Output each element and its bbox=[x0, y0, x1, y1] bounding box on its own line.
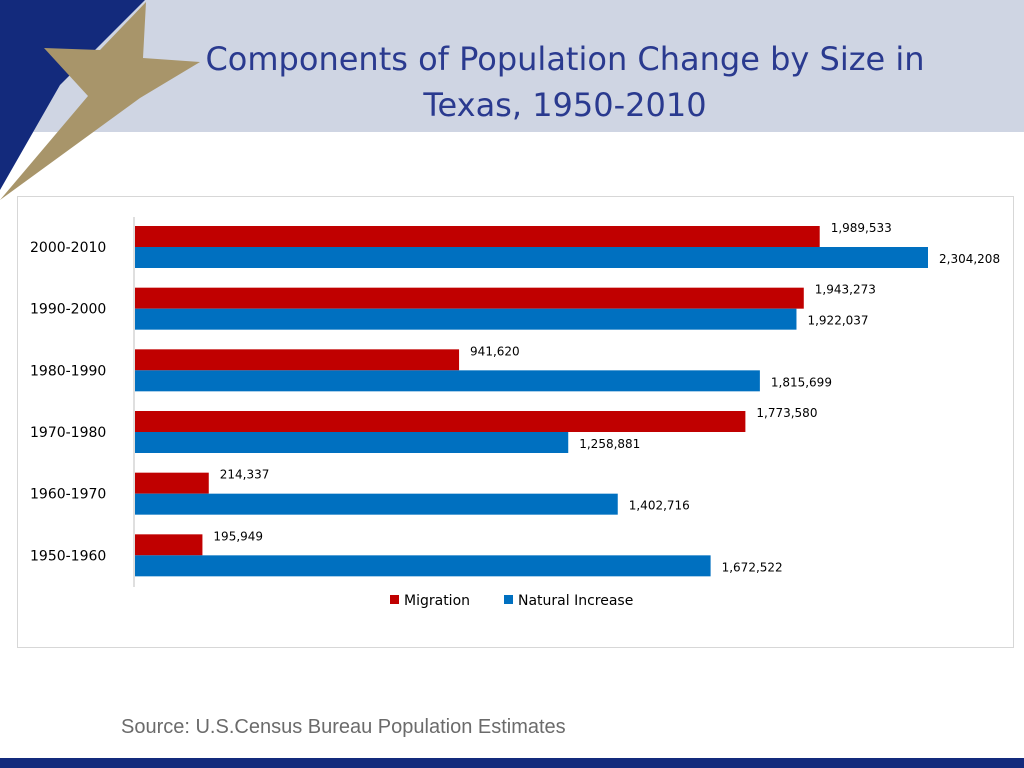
category-label: 1970-1980 bbox=[30, 425, 106, 441]
migration-bar bbox=[135, 411, 746, 432]
migration-bar bbox=[135, 472, 209, 494]
legend-migration-swatch bbox=[390, 595, 399, 604]
migration-value-label: 941,620 bbox=[470, 344, 520, 358]
natural-increase-bar bbox=[135, 308, 797, 330]
natural-increase-value-label: 1,922,037 bbox=[807, 314, 868, 328]
migration-bar bbox=[135, 287, 804, 309]
natural-increase-bar bbox=[135, 493, 618, 515]
chart-frame: 2000-2010 1990-2000 1980-1990 1970-1980 1960… bbox=[17, 196, 1014, 648]
category-label: 1960-1970 bbox=[30, 487, 106, 503]
migration-bar bbox=[135, 226, 820, 247]
migration-value-label: 1,943,273 bbox=[815, 283, 876, 297]
natural-increase-bar bbox=[135, 370, 760, 392]
legend-natural-increase-swatch bbox=[504, 595, 513, 604]
legend-migration-label: Migration bbox=[404, 593, 470, 609]
legend-natural-increase-label: Natural Increase bbox=[518, 593, 633, 609]
natural-increase-value-label: 2,304,208 bbox=[939, 252, 1000, 266]
chart-svg: 2000-2010 1990-2000 1980-1990 1970-1980 1960… bbox=[30, 217, 1000, 609]
migration-value-label: 1,773,580 bbox=[756, 406, 817, 420]
source-note: Source: U.S.Census Bureau Population Est… bbox=[121, 716, 566, 738]
category-label: 1950-1960 bbox=[30, 548, 106, 564]
navy-corner-shape bbox=[0, 0, 145, 190]
natural-increase-value-label: 1,672,522 bbox=[722, 560, 783, 574]
natural-increase-value-label: 1,815,699 bbox=[771, 375, 832, 389]
category-label: 2000-2010 bbox=[30, 240, 106, 256]
migration-value-label: 214,337 bbox=[220, 468, 270, 482]
category-label: 1980-1990 bbox=[30, 363, 106, 379]
migration-bar bbox=[135, 534, 203, 556]
category-label: 1990-2000 bbox=[30, 302, 106, 318]
star-icon bbox=[0, 2, 200, 200]
migration-bar bbox=[135, 349, 460, 371]
natural-increase-bar bbox=[135, 432, 569, 453]
natural-increase-bar bbox=[135, 555, 711, 577]
migration-value-label: 1,989,533 bbox=[831, 221, 892, 235]
natural-increase-value-label: 1,402,716 bbox=[629, 499, 690, 513]
natural-increase-value-label: 1,258,881 bbox=[579, 437, 640, 451]
bottom-band bbox=[0, 758, 1024, 768]
natural-increase-bar bbox=[135, 247, 928, 268]
star-logo bbox=[0, 0, 200, 200]
slide-title: Components of Population Change by Size … bbox=[205, 40, 925, 124]
migration-value-label: 195,949 bbox=[213, 529, 263, 543]
